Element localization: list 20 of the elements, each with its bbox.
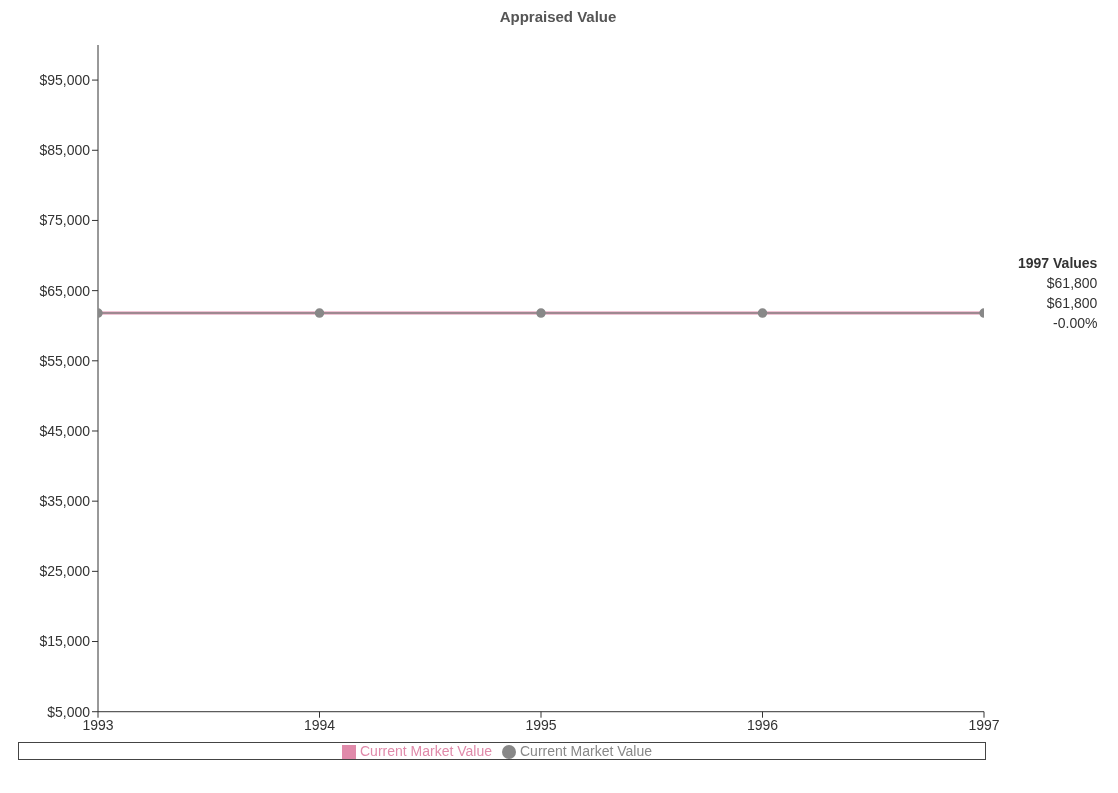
y-tick-label: $35,000 [39, 493, 91, 510]
x-tick-label: 1997 [968, 716, 1000, 733]
text: $61,800 [1045, 294, 1098, 313]
y-tick-label: $25,000 [39, 563, 91, 580]
x-tick-label: 1996 [746, 716, 779, 733]
y-tick-label: $65,000 [39, 282, 91, 299]
chart-title: Appraised Value [498, 8, 618, 25]
y-tick-label: $45,000 [39, 422, 91, 439]
text: 1997 Values [1018, 254, 1098, 273]
y-tick-label: $95,000 [39, 72, 91, 89]
legend-label: Current Market Value [520, 742, 653, 759]
x-tick-label: 1995 [525, 716, 557, 733]
y-tick-label: $15,000 [39, 633, 91, 650]
x-tick-label: 1994 [303, 716, 336, 733]
y-tick-label: $55,000 [39, 352, 91, 369]
legend-label: Current Market Value [359, 742, 492, 759]
text: -0.00% [1052, 314, 1098, 333]
text: $61,800 [1045, 274, 1098, 293]
y-tick-label: $85,000 [39, 142, 91, 159]
y-tick-label: $75,000 [39, 212, 91, 229]
